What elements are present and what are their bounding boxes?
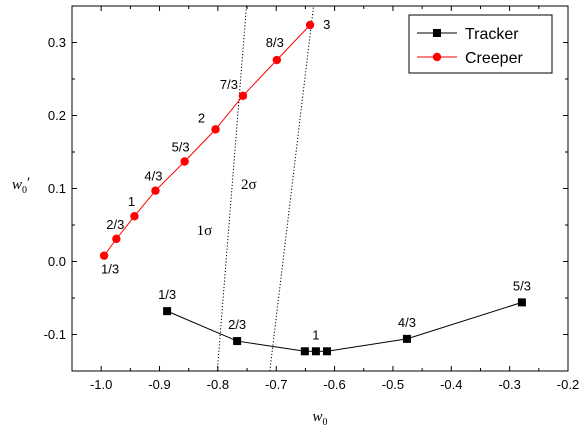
tracker-point-label: 1/3 bbox=[158, 287, 176, 302]
x-tick-label: -0.5 bbox=[382, 377, 404, 392]
legend-box bbox=[408, 14, 553, 74]
tracker-point bbox=[402, 334, 411, 343]
tracker-point bbox=[300, 347, 309, 356]
legend-creeper-marker bbox=[432, 52, 442, 62]
contour-label-1: 1σ bbox=[197, 223, 213, 239]
creeper-point-label: 1/3 bbox=[101, 262, 119, 277]
x-axis-label: w0 bbox=[312, 409, 327, 428]
x-tick-label: -0.8 bbox=[207, 377, 229, 392]
data-series bbox=[99, 20, 526, 356]
creeper-point bbox=[272, 55, 282, 65]
x-axis-label-main: w bbox=[312, 409, 322, 425]
y-axis-label-sub: 0 bbox=[22, 185, 27, 196]
creeper-point-label: 4/3 bbox=[144, 169, 162, 184]
y-axis-label-main: w bbox=[12, 177, 22, 193]
contour-line-1 bbox=[216, 6, 247, 371]
creeper-point bbox=[99, 251, 109, 260]
legend-creeper-label: Creeper bbox=[465, 50, 523, 67]
y-tick-label: 0.1 bbox=[48, 181, 66, 196]
tracker-point-label: 5/3 bbox=[513, 278, 531, 293]
contour-line-2 bbox=[269, 6, 315, 371]
tracker-point bbox=[517, 298, 526, 307]
legend-tracker-label: Tracker bbox=[465, 26, 519, 43]
y-tick-label: -0.1 bbox=[44, 327, 66, 342]
x-tick-label: -0.7 bbox=[265, 377, 287, 392]
creeper-point bbox=[130, 212, 139, 221]
creeper-point bbox=[238, 91, 248, 100]
x-tick-label: -0.4 bbox=[440, 377, 462, 392]
creeper-point-label: 2/3 bbox=[106, 217, 124, 232]
confidence-contours bbox=[216, 6, 315, 371]
creeper-point-label: 1 bbox=[128, 194, 135, 209]
legend-tracker-marker bbox=[433, 29, 441, 37]
y-tick-label: 0.2 bbox=[48, 108, 66, 123]
axes: -1.0 -0.9 -0.8 -0.7 -0.6 -0.5 -0.4 -0.3 -0.2 -0.1… bbox=[12, 5, 579, 428]
contour-label-2: 2σ bbox=[241, 177, 257, 193]
y-axis-label: w0′ bbox=[12, 175, 30, 196]
tracker-point bbox=[311, 347, 320, 356]
y-tick-label: 0.0 bbox=[48, 254, 66, 269]
creeper-point-label: 8/3 bbox=[266, 35, 284, 50]
creeper-point-label: 5/3 bbox=[172, 139, 190, 154]
x-tick-label: -1.0 bbox=[90, 377, 112, 392]
x-tick-label: -0.2 bbox=[557, 377, 579, 392]
creeper-point bbox=[305, 20, 315, 30]
tracker-point bbox=[163, 307, 172, 316]
point-labels: 1/3 2/3 1 4/3 5/3 1/3 2/3 1 4/3 5/3 2 7/3 8/3 3 1σ 2σ bbox=[101, 17, 531, 342]
x-axis-label-sub: 0 bbox=[323, 417, 328, 428]
x-tick-label: -0.6 bbox=[323, 377, 345, 392]
x-tick-label: -0.9 bbox=[148, 377, 170, 392]
tracker-point-label: 2/3 bbox=[228, 317, 246, 332]
creeper-point bbox=[151, 186, 160, 195]
creeper-point bbox=[112, 234, 121, 244]
legend: Tracker Creeper bbox=[408, 14, 553, 74]
tracker-line bbox=[166, 301, 523, 352]
creeper-point bbox=[180, 157, 189, 166]
y-tick-label: 0.3 bbox=[48, 35, 66, 50]
creeper-point bbox=[211, 125, 220, 134]
tracker-point bbox=[233, 337, 242, 346]
creeper-point-label: 7/3 bbox=[220, 77, 238, 92]
y-axis-label-prime: ′ bbox=[27, 175, 30, 191]
creeper-point-label: 3 bbox=[323, 17, 330, 32]
x-tick-label: -0.3 bbox=[498, 377, 520, 392]
tracker-point-label: 4/3 bbox=[398, 315, 416, 330]
tracker-point-label: 1 bbox=[312, 327, 319, 342]
tracker-point bbox=[323, 347, 332, 356]
creeper-point-label: 2 bbox=[198, 110, 205, 125]
